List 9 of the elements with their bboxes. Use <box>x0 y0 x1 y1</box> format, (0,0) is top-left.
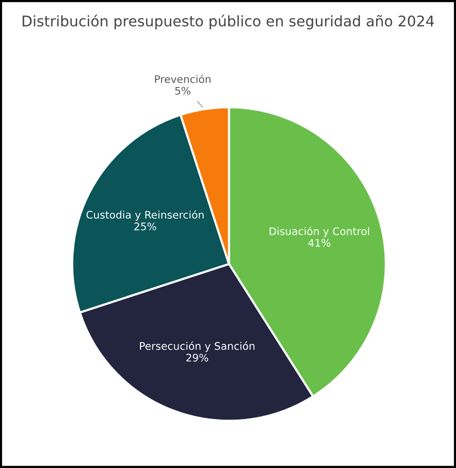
chart-title: Distribución presupuesto público en seguridad año 2024 <box>22 14 434 30</box>
slice-label: Disuación y Control <box>270 226 370 238</box>
data-label: 29% <box>186 354 208 362</box>
slice-label: Custodia y Reinserción <box>86 210 204 221</box>
slice-label: Persecución y Sanción <box>140 341 254 352</box>
data-label: 25% <box>134 222 156 230</box>
data-label: 5% <box>175 86 190 95</box>
data-label: 41% <box>308 238 330 247</box>
slice-label: Prevención <box>155 74 210 84</box>
